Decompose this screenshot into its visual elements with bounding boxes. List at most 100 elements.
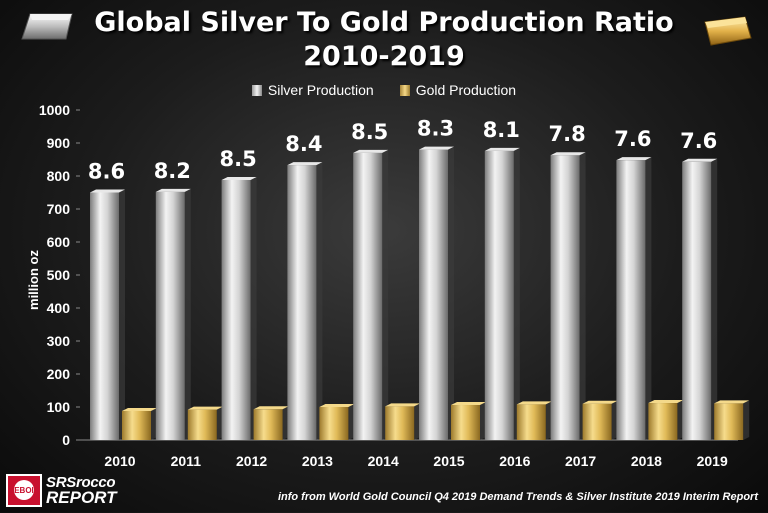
y-tick-label-800: 800	[47, 168, 71, 184]
y-tick-label-100: 100	[47, 399, 71, 415]
chart-title: Global Silver To Gold Production Ratio 2…	[0, 6, 768, 74]
silver-bar-2011	[155, 191, 185, 440]
silver-bar-2018-top	[616, 157, 652, 161]
gold-bar-2013-side	[348, 404, 355, 440]
gold-bar-2013-top	[319, 404, 355, 407]
silver-bar-2016	[484, 150, 514, 441]
silver-bar-2015-top	[419, 146, 454, 150]
legend-swatch-silver	[251, 84, 262, 96]
gold-bar-2012-side	[282, 406, 289, 440]
gold-bar-2018	[648, 403, 678, 440]
silver-bar-2019-side	[711, 158, 718, 440]
gold-bar-2016-side	[545, 401, 552, 440]
silver-bar-2014-side	[382, 149, 389, 440]
y-tick-label-300: 300	[47, 333, 71, 349]
ratio-label-2014: 8.5	[351, 120, 388, 144]
legend-item-silver: Silver Production	[251, 82, 374, 98]
y-tick-label-200: 200	[47, 366, 71, 382]
gold-bar-2014	[385, 406, 415, 440]
y-tick-label-700: 700	[47, 201, 71, 217]
silver-bar-icon	[21, 13, 73, 40]
silver-bar-2011-top	[155, 188, 191, 192]
silver-bar-2013-top	[287, 162, 323, 166]
gold-bar-2018-top	[648, 400, 684, 404]
legend-label-gold: Gold Production	[415, 82, 517, 98]
silver-bar-2018-side	[645, 157, 652, 440]
x-tick-label-2017: 2017	[565, 453, 596, 469]
silver-bar-2016-side	[513, 147, 520, 441]
ratio-label-2017: 7.8	[548, 122, 585, 146]
gold-bar-2010	[122, 410, 151, 440]
x-tick-label-2018: 2018	[631, 453, 662, 469]
legend-label-silver: Silver Production	[267, 82, 374, 98]
y-tick-label-600: 600	[47, 234, 71, 250]
silver-bar-2010-top	[90, 189, 125, 193]
gold-bar-2014-top	[385, 403, 421, 407]
gold-bar-2019-side	[743, 400, 750, 440]
silver-bar-2012-top	[221, 176, 257, 180]
legend-item-gold: Gold Production	[399, 82, 517, 98]
silver-bar-2010	[90, 192, 119, 440]
y-tick-label-0: 0	[62, 432, 70, 448]
silver-bar-2017	[550, 155, 580, 440]
legend-swatch-gold	[399, 84, 410, 96]
x-tick-label-2014: 2014	[368, 453, 399, 469]
gold-bar-2011-side	[216, 406, 223, 440]
x-tick-label-2019: 2019	[697, 453, 728, 469]
ratio-label-2019: 7.6	[680, 129, 717, 153]
ratio-label-2013: 8.4	[285, 132, 322, 156]
ratio-label-2018: 7.6	[614, 127, 651, 151]
silver-bar-2017-top	[550, 152, 586, 156]
ratio-label-2010: 8.6	[88, 160, 125, 184]
silver-bar-2014	[353, 152, 383, 440]
chart-title-line2: 2010-2019	[303, 41, 465, 72]
gold-bar-2014-side	[414, 403, 421, 440]
y-tick-label-500: 500	[47, 267, 71, 283]
gold-bar-2016-top	[516, 401, 552, 405]
chart-legend: Silver Production Gold Production	[0, 82, 768, 98]
gold-bar-2010-side	[151, 407, 157, 440]
x-tick-label-2013: 2013	[302, 453, 333, 469]
ratio-label-2011: 8.2	[154, 159, 191, 183]
ratio-label-2015: 8.3	[417, 117, 454, 141]
gold-bar-2019	[714, 403, 744, 440]
gold-bar-2011-top	[187, 406, 223, 410]
x-tick-label-2016: 2016	[499, 453, 530, 469]
x-tick-label-2015: 2015	[433, 453, 464, 469]
plot-area: 0 100 200 300 400 500 600 700 800 900 1000 8.6 2010 8…	[39, 102, 750, 469]
gold-bar-2016	[516, 404, 546, 440]
silver-bar-2012-side	[250, 176, 257, 440]
logo-badge-text: EBOI	[14, 486, 34, 495]
silver-bar-2010-side	[119, 189, 125, 440]
logo-name-line1: SRSrocco	[46, 474, 116, 491]
x-tick-label-2011: 2011	[171, 453, 202, 469]
gold-bar-2019-top	[714, 400, 750, 404]
silver-bar-2017-side	[579, 152, 586, 440]
gold-bar-2012	[253, 409, 283, 440]
gold-bar-2015-side	[480, 402, 486, 440]
chart-title-line1: Global Silver To Gold Production Ratio	[94, 7, 674, 38]
x-tick-label-2010: 2010	[104, 453, 135, 469]
silver-bar-2011-side	[184, 188, 191, 440]
gold-bar-2013	[319, 407, 349, 440]
silver-bar-2019	[682, 161, 712, 440]
x-tick-label-2012: 2012	[236, 453, 267, 469]
silver-bar-2012	[221, 179, 251, 440]
gold-bar-2010-top	[122, 407, 157, 411]
silver-bar-2015-side	[448, 146, 454, 440]
source-note: info from World Gold Council Q4 2019 Dem…	[277, 491, 758, 503]
silver-bar-2016-top	[484, 147, 520, 151]
gold-bar-2017	[582, 403, 612, 440]
y-tick-label-400: 400	[47, 300, 71, 316]
logo-badge-icon: EBOI	[6, 474, 42, 507]
y-tick-label-1000: 1000	[39, 102, 70, 118]
silver-bar-2013	[287, 165, 317, 441]
srsrocco-logo: EBOI SRSrocco REPORT	[6, 474, 117, 508]
ratio-label-2016: 8.1	[483, 118, 520, 142]
silver-bar-2013-side	[316, 162, 323, 441]
silver-bar-2014-top	[353, 149, 389, 153]
gold-bar-2018-side	[677, 400, 684, 440]
y-axis-label: million oz	[26, 250, 41, 310]
silver-bar-2015	[419, 149, 448, 440]
